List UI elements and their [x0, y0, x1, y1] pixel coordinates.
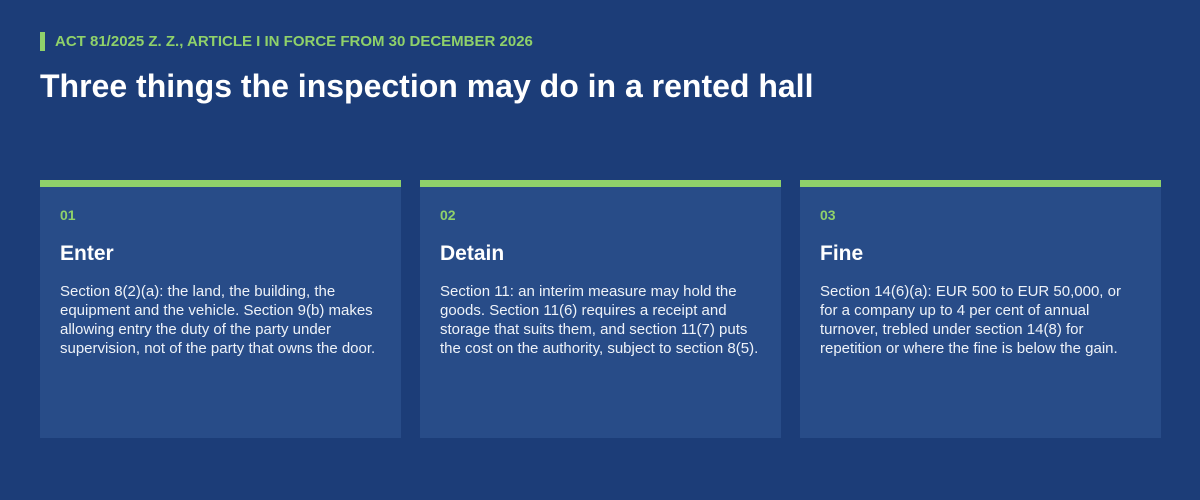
card: 03 Fine Section 14(6)(a): EUR 500 to EUR 5… [800, 180, 1161, 438]
title: Three things the inspection may do in a … [40, 68, 814, 104]
card: 01 Enter Section 8(2)(a): the land, the bu… [40, 180, 401, 438]
cards: 01 Enter Section 8(2)(a): the land, the bu… [40, 180, 1161, 438]
card-text: Section 8(2)(a): the land, the building,… [60, 283, 376, 357]
card-text: Section 11: an interim measure may hold … [440, 283, 759, 357]
card-number: 01 [60, 207, 76, 223]
eyebrow: ACT 81/2025 Z. Z., ARTICLE I IN FORCE FR… [40, 32, 533, 51]
card-title: Detain [440, 242, 505, 265]
card-number: 02 [440, 207, 456, 223]
card-title: Enter [60, 242, 114, 265]
card-title: Fine [820, 242, 864, 265]
card-number: 03 [820, 207, 836, 223]
card: 02 Detain Section 11: an interim measure m… [420, 180, 781, 438]
card-text: Section 14(6)(a): EUR 500 to EUR 50,000,… [820, 283, 1121, 357]
